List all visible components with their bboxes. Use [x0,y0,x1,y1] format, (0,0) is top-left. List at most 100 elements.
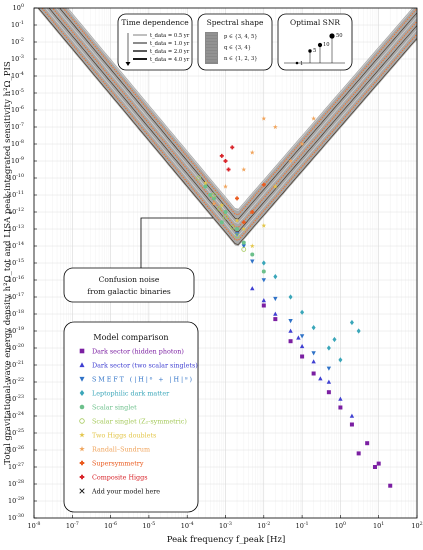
data-point [250,286,255,291]
sensitivity-curve [59,8,417,220]
data-point [349,319,354,326]
data-point [223,210,228,214]
y-tick-label: 10-10 [8,173,24,182]
data-point [223,214,228,220]
data-point [273,296,278,302]
snr-50: 50 [336,33,343,39]
series-7 [211,115,317,206]
data-point [288,339,293,344]
sensitivity-curve [37,8,417,245]
spectral-item-1: p ∈ {3, 4, 5} [224,34,258,40]
data-point [299,343,305,349]
x-tick-label: 10-2 [257,521,270,530]
y-tick-label: 10-2 [11,37,24,46]
data-point [272,124,278,130]
data-point [235,196,240,201]
data-point [217,206,222,212]
legend-marker [79,362,85,368]
data-point [332,336,337,343]
series-4 [203,184,266,274]
data-point [326,390,331,395]
data-point [318,376,323,381]
y-tick-label: 10-27 [8,462,24,471]
y-tick-label: 10-8 [11,139,24,148]
sensitivity-band-fill [36,8,417,247]
y-tick-label: 10-4 [11,71,24,80]
data-point [311,325,316,331]
series-5 [196,175,247,252]
time-item-2: t_data = 1.0 yr [150,41,190,47]
data-point [288,294,293,300]
legend-marker [79,390,85,396]
y-axis-label: Total gravitational-wave energy density … [3,61,13,465]
data-point [235,227,240,231]
data-point [261,278,266,283]
legend-marker [79,348,85,354]
data-point [296,335,301,340]
data-point [338,396,343,401]
series-1 [250,286,355,418]
legend-label: Add your model here [91,487,160,495]
data-point [372,465,377,469]
sensitivity-curve [62,8,417,216]
y-tick-label: 10-28 [8,479,24,488]
optimal-snr-title: Optimal SNR [290,18,340,27]
data-point [326,366,332,371]
x-tick-label: 101 [373,521,384,530]
data-point [349,422,354,427]
data-point [241,246,247,252]
data-point [288,158,294,164]
data-point [338,357,343,363]
data-point [261,303,266,308]
series-6 [203,180,278,249]
time-dependence-box: Time dependence t_data = 0.5 yr t_data =… [117,13,193,71]
x-tick-label: 10-8 [28,521,41,530]
snr-1: 1 [300,61,303,67]
confusion-noise-box: Confusion noise from galactic binaries [63,217,213,303]
x-tick-label: 10-7 [66,521,79,530]
y-tick-label: 10-18 [8,309,24,318]
data-point [211,196,216,201]
time-item-4: t_data = 4.0 yr [150,57,190,63]
data-point [250,210,255,214]
data-point [219,202,225,208]
data-point [241,244,246,249]
data-point [261,223,267,228]
data-point [250,259,255,264]
data-point [300,309,305,315]
y-tick-label: 10-20 [8,343,24,352]
data-point [356,451,361,456]
x-tick-label: 10-5 [142,521,155,530]
y-tick-label: 100 [13,3,24,12]
data-point [311,371,316,376]
data-point [272,183,278,189]
legend-label: Leptophilic dark matter [92,389,170,397]
y-tick-label: 10-13 [8,224,24,233]
data-point [288,319,293,324]
legend-label: Randall–Sundrum [92,445,150,453]
x-tick-label: 10-3 [219,521,232,530]
data-point [299,141,305,147]
data-point [326,345,331,351]
data-point [249,243,255,249]
data-point [234,217,240,223]
data-point [203,184,208,189]
data-point [311,351,316,356]
legend-label: Scalar singlet [92,403,137,411]
confusion-noise-line-1: Confusion noise [99,275,160,284]
x-tick-label: 10-4 [181,521,194,530]
data-point [388,483,393,488]
snr-5: 5 [313,48,316,54]
data-point [300,354,305,359]
y-tick-label: 10-12 [8,207,24,216]
y-tick-label: 10-29 [8,496,24,505]
legend-label: Two Higgs doublets [92,431,156,439]
legend-marker [79,376,85,382]
y-tick-label: 10-26 [8,445,24,454]
data-point [261,269,266,274]
data-point [230,145,235,150]
data-point [203,180,208,186]
data-point [299,334,305,339]
data-point [241,240,246,245]
data-point [311,115,317,121]
